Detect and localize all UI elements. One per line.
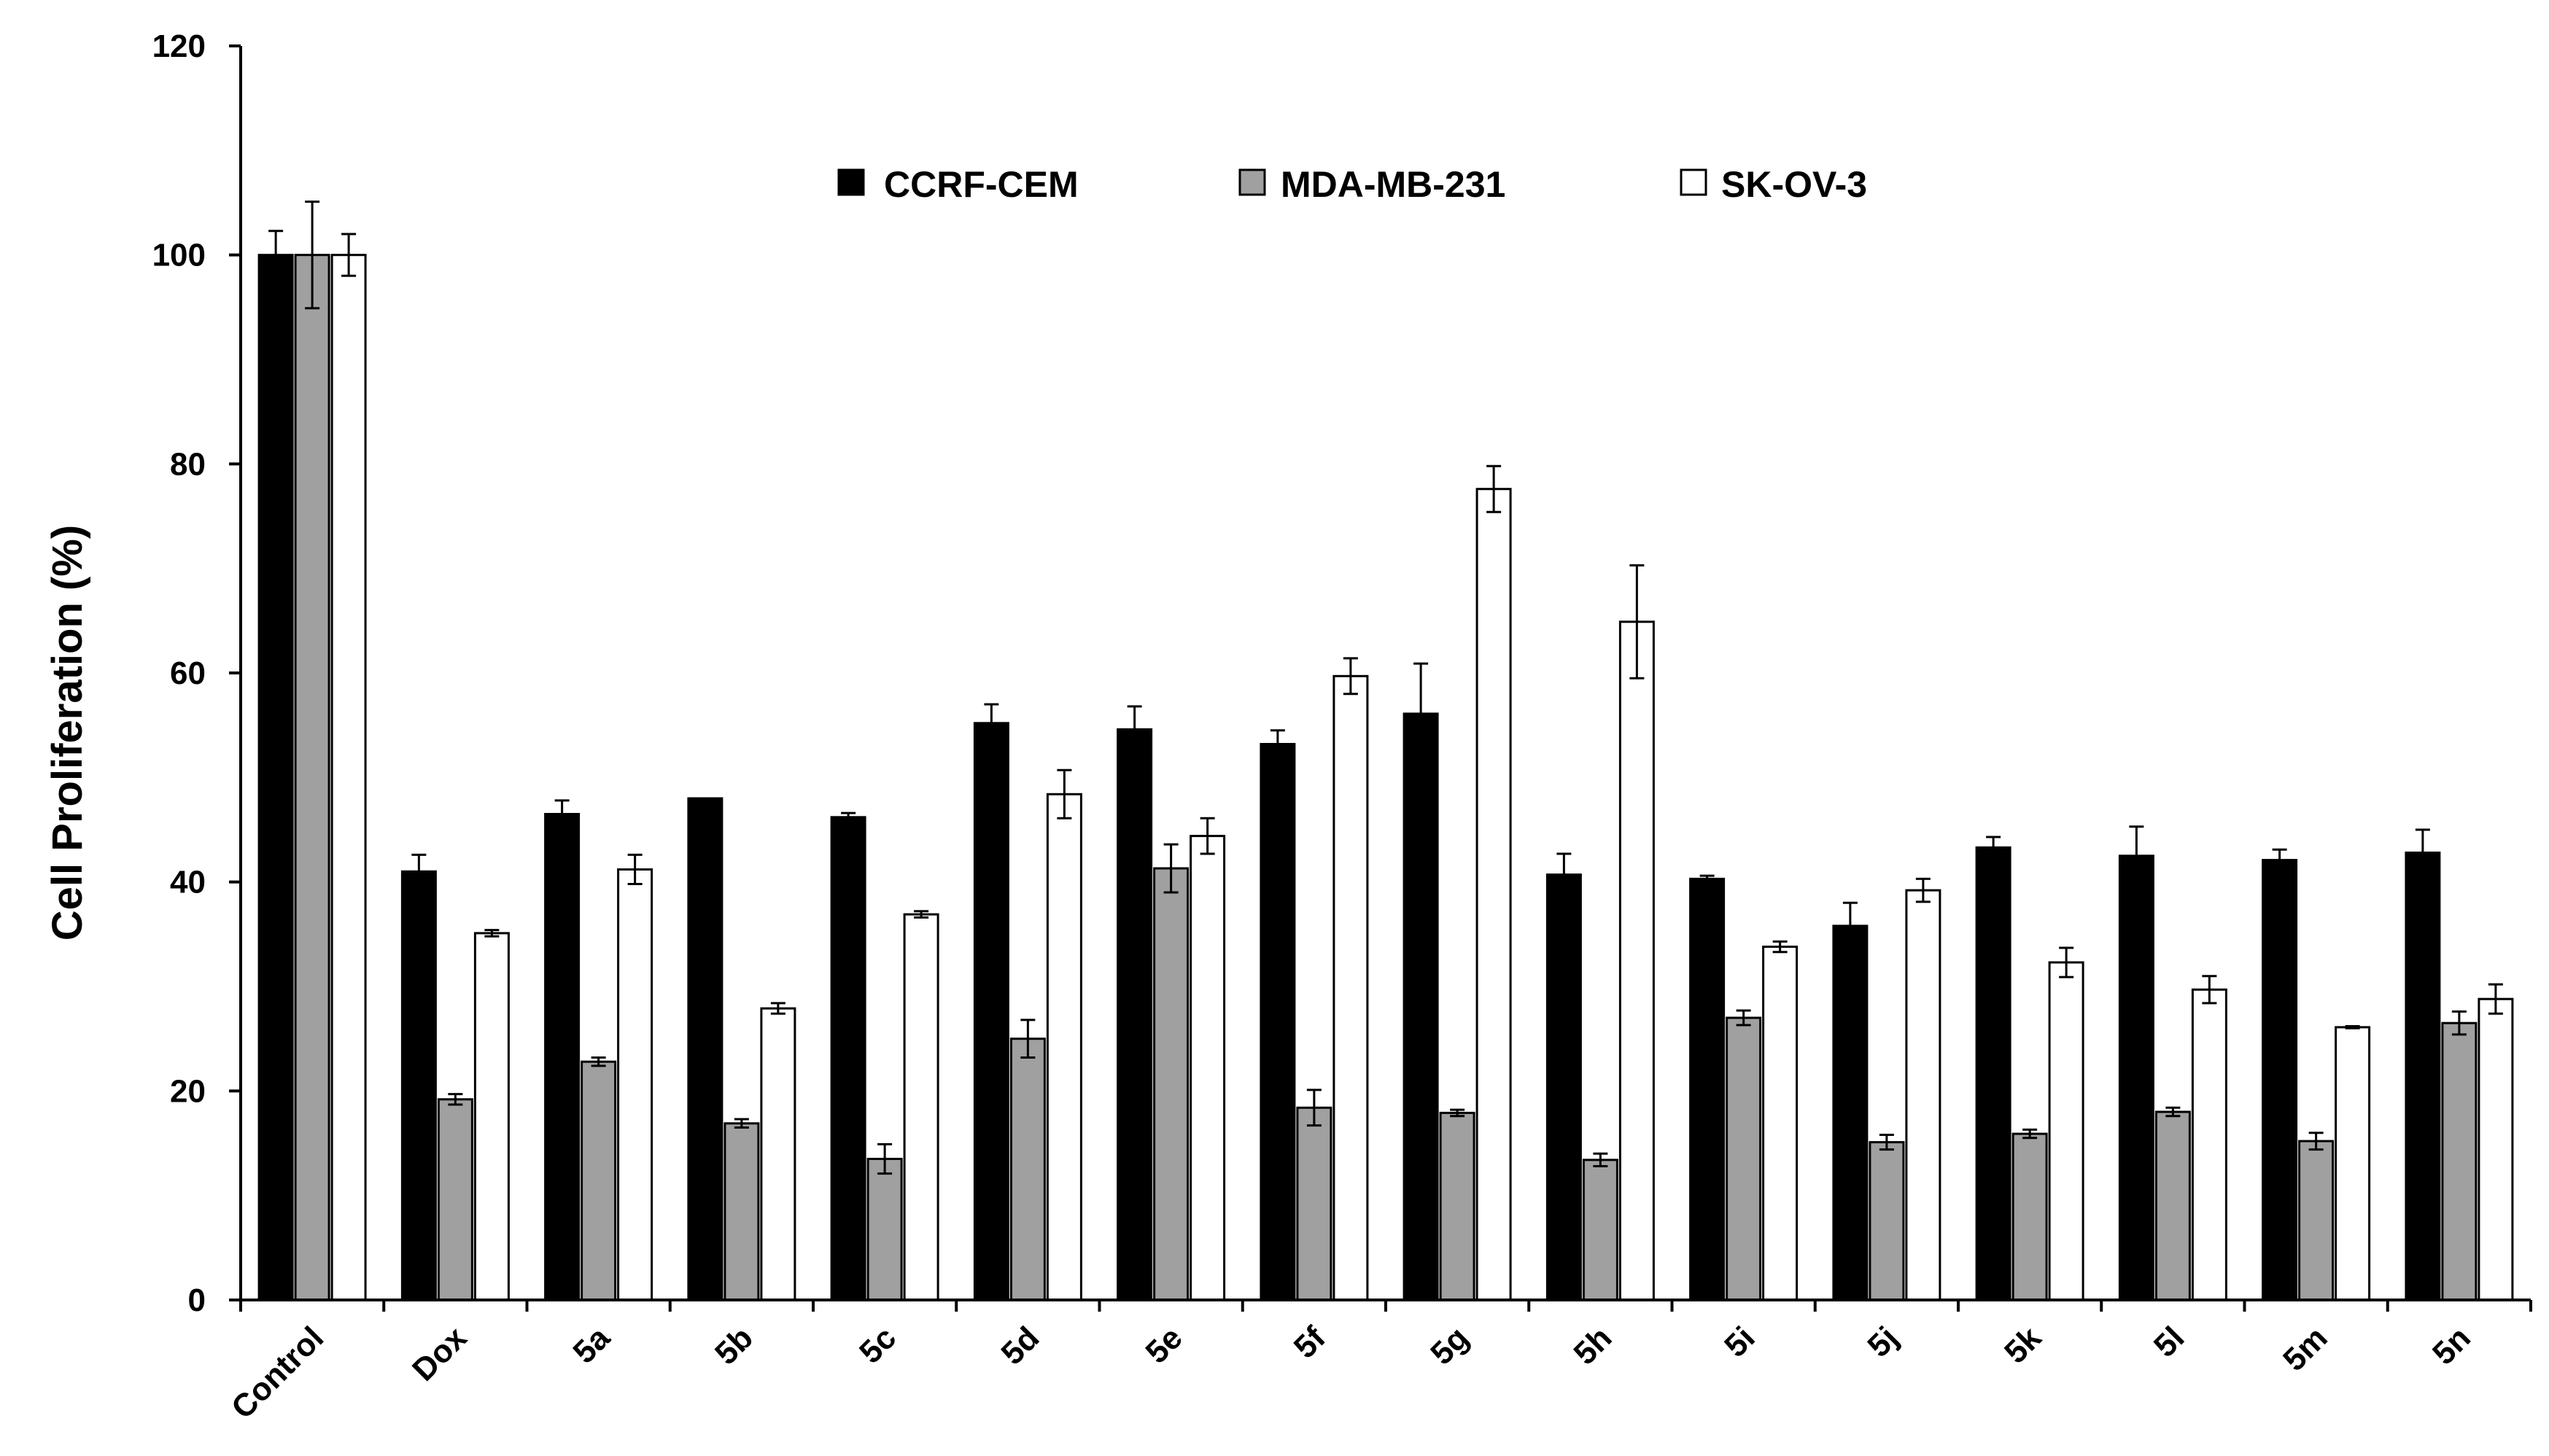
bar-ccrf-cem-5m: [2262, 859, 2298, 1301]
bar-ccrf-cem-5h: [1545, 873, 1582, 1301]
legend-swatch-mda-mb-231: [1238, 168, 1266, 196]
x-tick-label-5f: 5f: [1287, 1320, 1333, 1366]
x-tick-label-5n: 5n: [2426, 1320, 2478, 1371]
x-tick-label-5i: 5i: [1718, 1320, 1762, 1364]
legend-swatch-ccrf-cem: [837, 168, 865, 196]
bar-sk-ov-3-5a: [617, 868, 653, 1301]
x-tick-label-dox: Dox: [406, 1320, 474, 1388]
bar-ccrf-cem-5f: [1260, 743, 1296, 1301]
bar-ccrf-cem-5b: [687, 797, 723, 1301]
bar-mda-mb-231-5n: [2441, 1021, 2478, 1301]
x-tick-label-control: Control: [225, 1320, 330, 1425]
plot-area: [257, 201, 2514, 1301]
y-axis-title: Cell Proliferation (%): [44, 525, 91, 941]
y-tick-label-120: 120: [152, 28, 206, 64]
bar-mda-mb-231-5m: [2298, 1140, 2335, 1301]
legend-swatch-sk-ov-3: [1680, 168, 1707, 196]
bar-mda-mb-231-5i: [1726, 1016, 1762, 1301]
bar-ccrf-cem-5l: [2118, 854, 2154, 1301]
bar-mda-mb-231-5f: [1296, 1106, 1332, 1301]
bar-mda-mb-231-5k: [2011, 1132, 2048, 1301]
y-tick-label-100: 100: [152, 238, 206, 273]
x-tick-label-5d: 5d: [994, 1320, 1046, 1371]
bar-sk-ov-3-5e: [1190, 835, 1226, 1301]
x-tick-label-5l: 5l: [2147, 1320, 2192, 1364]
bar-sk-ov-3-5m: [2335, 1026, 2371, 1301]
bar-mda-mb-231-5l: [2154, 1110, 2191, 1301]
y-tick-label-0: 0: [188, 1282, 206, 1318]
bar-sk-ov-3-5k: [2048, 961, 2084, 1301]
y-tick-label-20: 20: [170, 1073, 206, 1109]
bar-sk-ov-3-5f: [1332, 674, 1369, 1301]
legend-label-ccrf-cem: CCRF-CEM: [884, 164, 1079, 205]
x-tick-label-5b: 5b: [708, 1320, 760, 1371]
bar-ccrf-cem-dox: [400, 870, 437, 1301]
bar-sk-ov-3-5i: [1762, 946, 1799, 1301]
x-tick-label-5j: 5j: [1861, 1320, 1905, 1364]
bar-ccrf-cem-5g: [1402, 712, 1439, 1301]
bar-mda-mb-231-5h: [1582, 1159, 1618, 1301]
y-tick-label-60: 60: [170, 655, 206, 691]
bar-sk-ov-3-5g: [1475, 488, 1512, 1301]
bar-mda-mb-231-5e: [1153, 867, 1190, 1301]
y-tick-label-40: 40: [170, 865, 206, 900]
bar-mda-mb-231-control: [294, 254, 330, 1301]
bar-ccrf-cem-5j: [1832, 924, 1869, 1301]
bar-ccrf-cem-5k: [1975, 846, 2011, 1301]
bar-mda-mb-231-dox: [437, 1098, 473, 1301]
legend: CCRF-CEM MDA-MB-231 SK-OV-3: [837, 164, 1867, 205]
x-tick-label-5e: 5e: [1138, 1320, 1189, 1370]
bar-mda-mb-231-5g: [1439, 1111, 1475, 1301]
bar-sk-ov-3-5h: [1618, 620, 1655, 1301]
bar-mda-mb-231-5b: [723, 1122, 760, 1301]
bar-sk-ov-3-5l: [2191, 988, 2227, 1301]
x-tick-label-5a: 5a: [566, 1320, 617, 1371]
bar-ccrf-cem-5e: [1117, 728, 1153, 1301]
bar-mda-mb-231-5d: [1009, 1038, 1046, 1301]
bar-sk-ov-3-5c: [903, 913, 939, 1301]
y-tick-label-80: 80: [170, 446, 206, 482]
x-tick-label-5h: 5h: [1567, 1320, 1618, 1371]
bar-ccrf-cem-5c: [830, 816, 866, 1301]
bar-mda-mb-231-5j: [1869, 1141, 1905, 1301]
x-tick-label-5m: 5m: [2276, 1320, 2335, 1378]
legend-label-mda-mb-231: MDA-MB-231: [1281, 164, 1505, 205]
bar-ccrf-cem-5n: [2405, 852, 2441, 1301]
bar-ccrf-cem-5i: [1689, 877, 1726, 1301]
bar-sk-ov-3-5n: [2478, 997, 2514, 1301]
x-tick-label-5k: 5k: [1998, 1320, 2049, 1371]
x-tick-label-5g: 5g: [1424, 1320, 1475, 1371]
bar-mda-mb-231-5a: [581, 1060, 617, 1301]
bar-sk-ov-3-control: [330, 254, 367, 1301]
bar-sk-ov-3-5b: [760, 1007, 796, 1301]
bar-sk-ov-3-5d: [1046, 793, 1082, 1301]
bar-mda-mb-231-5c: [866, 1158, 903, 1301]
bar-ccrf-cem-5d: [973, 722, 1009, 1301]
x-tick-label-5c: 5c: [853, 1320, 903, 1370]
bar-sk-ov-3-dox: [473, 932, 510, 1301]
bar-ccrf-cem-5a: [544, 813, 581, 1301]
bar-sk-ov-3-5j: [1905, 889, 1941, 1301]
legend-label-sk-ov-3: SK-OV-3: [1721, 164, 1867, 205]
bar-ccrf-cem-control: [257, 254, 294, 1301]
